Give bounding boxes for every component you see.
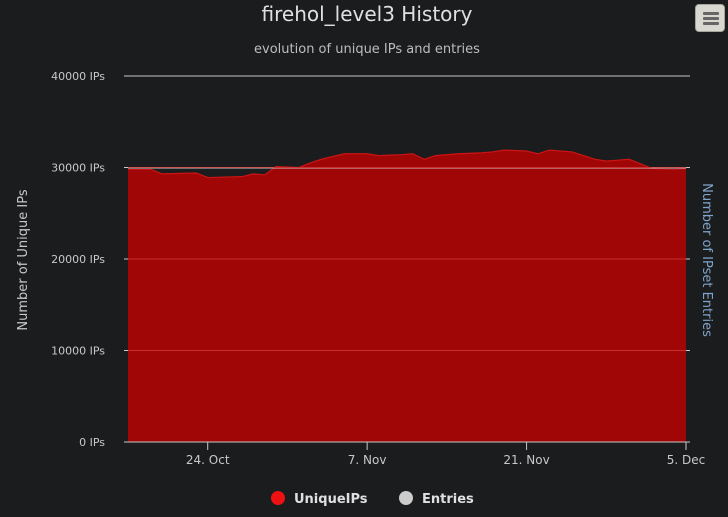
legend-item-entries[interactable]: Entries [399, 491, 474, 507]
chart-title: firehol_level3 History [262, 2, 473, 26]
legend: UniqueIPs Entries [271, 491, 474, 507]
series-area-layer [128, 149, 687, 443]
legend-marker-icon [271, 491, 285, 505]
y-axis-left-label: Number of Unique IPs [16, 189, 31, 330]
x-tick-label: 7. Nov [348, 453, 387, 467]
uniqueips-area [128, 150, 686, 443]
legend-label: Entries [422, 492, 474, 507]
legend-item-uniqueips[interactable]: UniqueIPs [271, 491, 368, 507]
x-tick-label: 21. Nov [503, 453, 549, 467]
y-tick-label: 0 IPs [79, 436, 105, 449]
y-tick-label: 40000 IPs [51, 70, 105, 83]
legend-label: UniqueIPs [294, 492, 368, 507]
legend-marker-icon [399, 491, 413, 505]
x-tick-label: 5. Dec [667, 453, 705, 467]
x-tick-label: 24. Oct [186, 453, 230, 467]
y-tick-label: 20000 IPs [51, 253, 105, 266]
chart-subtitle: evolution of unique IPs and entries [254, 42, 480, 57]
axes: 0 IPs 10000 IPs 20000 IPs 30000 IPs 40000 IP… [51, 70, 705, 467]
y-axis-right-label: Number of IPset Entries [699, 183, 714, 337]
y-tick-label: 10000 IPs [51, 345, 105, 358]
y-tick-label: 30000 IPs [51, 162, 105, 175]
menu-icon[interactable] [695, 4, 725, 32]
uniqueips-line [128, 149, 687, 179]
